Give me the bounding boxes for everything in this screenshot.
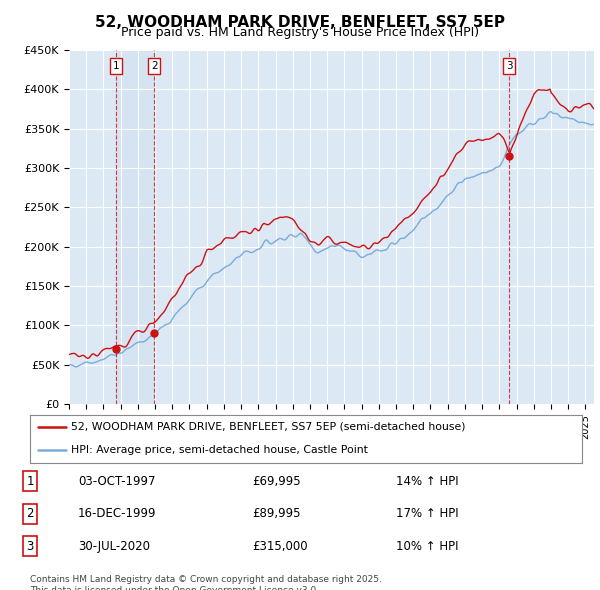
Text: £69,995: £69,995 <box>252 475 301 488</box>
Text: 52, WOODHAM PARK DRIVE, BENFLEET, SS7 5EP: 52, WOODHAM PARK DRIVE, BENFLEET, SS7 5E… <box>95 15 505 30</box>
Text: 10% ↑ HPI: 10% ↑ HPI <box>396 540 458 553</box>
Text: 17% ↑ HPI: 17% ↑ HPI <box>396 507 458 520</box>
Text: 52, WOODHAM PARK DRIVE, BENFLEET, SS7 5EP (semi-detached house): 52, WOODHAM PARK DRIVE, BENFLEET, SS7 5E… <box>71 422 466 432</box>
Text: 03-OCT-1997: 03-OCT-1997 <box>78 475 155 488</box>
Text: £89,995: £89,995 <box>252 507 301 520</box>
Text: 1: 1 <box>113 61 119 71</box>
Text: Contains HM Land Registry data © Crown copyright and database right 2025.
This d: Contains HM Land Registry data © Crown c… <box>30 575 382 590</box>
Text: Price paid vs. HM Land Registry's House Price Index (HPI): Price paid vs. HM Land Registry's House … <box>121 26 479 39</box>
Text: 16-DEC-1999: 16-DEC-1999 <box>78 507 157 520</box>
Text: HPI: Average price, semi-detached house, Castle Point: HPI: Average price, semi-detached house,… <box>71 445 368 455</box>
Text: £315,000: £315,000 <box>252 540 308 553</box>
Text: 14% ↑ HPI: 14% ↑ HPI <box>396 475 458 488</box>
Text: 2: 2 <box>151 61 158 71</box>
Text: 3: 3 <box>506 61 512 71</box>
Bar <box>116 50 154 404</box>
Text: 3: 3 <box>26 540 34 553</box>
Text: 30-JUL-2020: 30-JUL-2020 <box>78 540 150 553</box>
Text: 2: 2 <box>26 507 34 520</box>
Text: 1: 1 <box>26 475 34 488</box>
